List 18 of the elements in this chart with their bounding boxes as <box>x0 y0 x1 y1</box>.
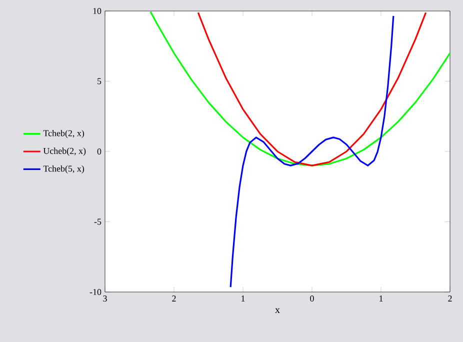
x-axis-title: x <box>275 308 280 313</box>
line-series <box>150 10 450 166</box>
line-series <box>197 12 427 166</box>
y-tick-label: -5 <box>94 218 102 225</box>
y-tick-label: 10 <box>93 8 102 14</box>
legend-label: Ucheb(2, x) <box>43 148 86 156</box>
x-tick-label: 2 <box>172 296 176 302</box>
x-tick-label: 0 <box>310 296 314 302</box>
x-tick-label: 1 <box>242 296 245 302</box>
line-series <box>230 15 394 288</box>
y-tick-label: 0 <box>97 148 102 155</box>
legend-label: Tcheb(5, x) <box>43 165 84 174</box>
x-tick-label: 2 <box>448 296 452 302</box>
x-tick-label: 1 <box>380 296 383 302</box>
y-tick-label: -10 <box>90 288 102 296</box>
x-tick-label: 3 <box>103 296 107 302</box>
y-tick-label: 5 <box>98 78 102 84</box>
legend-label: Tcheb(2, x) <box>43 130 84 138</box>
